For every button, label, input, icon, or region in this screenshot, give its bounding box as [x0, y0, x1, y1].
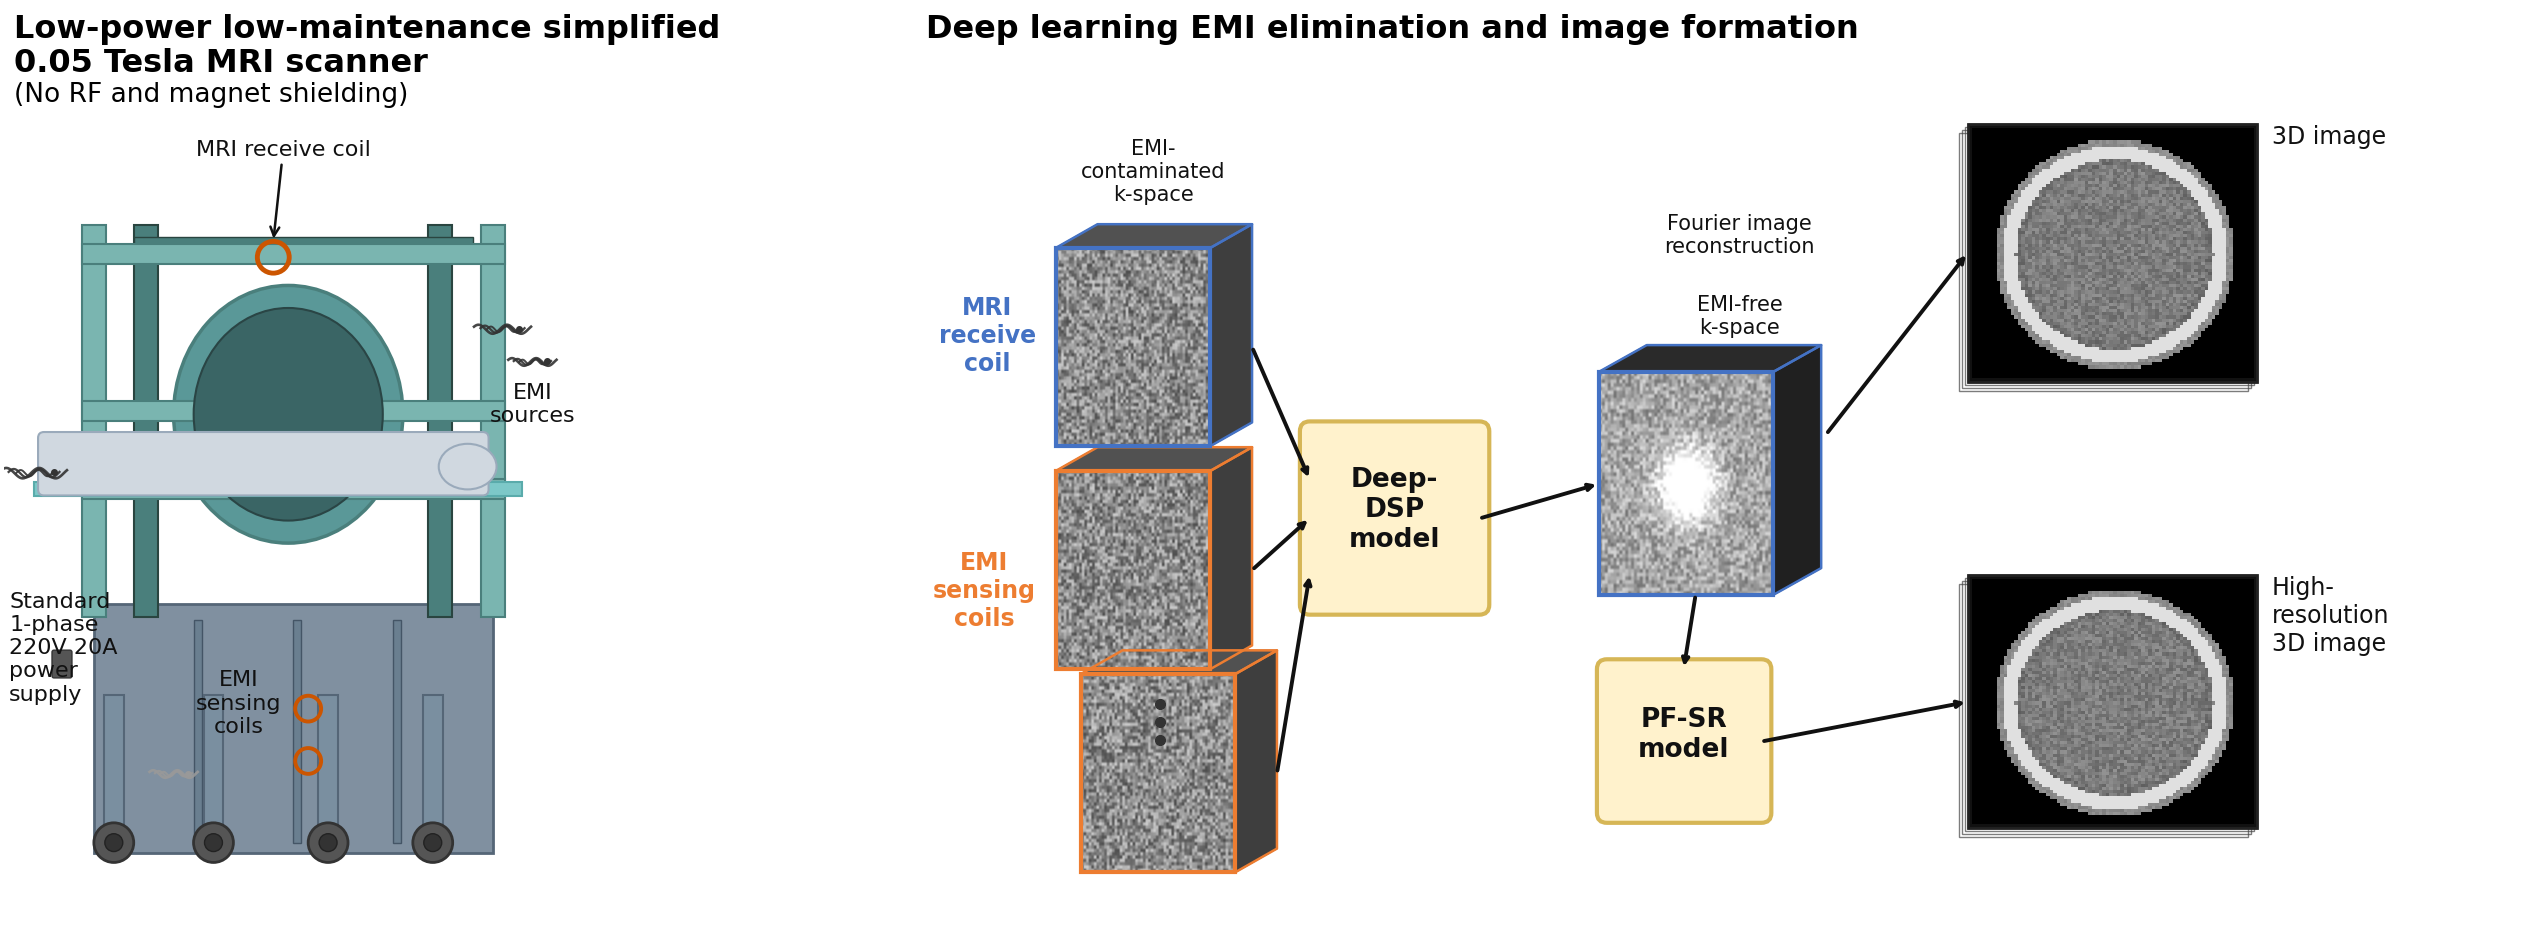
Polygon shape: [1236, 651, 1276, 872]
Text: Standard
1-phase
220V 20A
power
supply: Standard 1-phase 220V 20A power supply: [10, 592, 117, 704]
Bar: [1969, 576, 2258, 827]
Text: EMI
sensing
coils: EMI sensing coils: [934, 550, 1035, 630]
Ellipse shape: [173, 286, 403, 544]
Circle shape: [193, 823, 233, 863]
Bar: [134, 238, 472, 252]
Bar: [94, 605, 492, 853]
Text: (No RF and magnet shielding): (No RF and magnet shielding): [15, 82, 408, 109]
FancyBboxPatch shape: [38, 432, 490, 496]
Ellipse shape: [193, 309, 383, 521]
Polygon shape: [1210, 447, 1253, 669]
Circle shape: [205, 834, 223, 852]
Bar: [134, 226, 157, 618]
Circle shape: [414, 823, 452, 863]
Polygon shape: [1773, 345, 1822, 595]
Bar: [429, 226, 452, 618]
Text: EMI-
contaminated
k-space: EMI- contaminated k-space: [1081, 139, 1225, 205]
FancyBboxPatch shape: [1299, 422, 1489, 615]
Text: MRI receive coil: MRI receive coil: [195, 140, 370, 237]
FancyBboxPatch shape: [53, 651, 71, 679]
Circle shape: [104, 834, 122, 852]
Bar: [424, 695, 444, 839]
Bar: [393, 621, 401, 842]
Circle shape: [307, 823, 348, 863]
Polygon shape: [1210, 225, 1253, 446]
Bar: [1055, 249, 1210, 446]
Bar: [1055, 472, 1210, 669]
Bar: [1961, 131, 2250, 388]
Bar: [203, 695, 223, 839]
Bar: [81, 244, 505, 265]
Bar: [81, 480, 505, 500]
Bar: [1969, 124, 2258, 383]
Text: EMI
sensing
coils: EMI sensing coils: [195, 669, 282, 736]
Bar: [1081, 675, 1236, 872]
Bar: [1964, 128, 2253, 386]
Polygon shape: [1969, 576, 2258, 827]
Bar: [1598, 373, 1773, 595]
Text: EMI
sources: EMI sources: [490, 382, 576, 425]
Text: 3D image: 3D image: [2271, 124, 2385, 149]
Circle shape: [424, 834, 441, 852]
Text: Deep learning EMI elimination and image formation: Deep learning EMI elimination and image …: [926, 14, 1860, 45]
Text: 0.05 Tesla MRI scanner: 0.05 Tesla MRI scanner: [15, 48, 429, 79]
Polygon shape: [1055, 225, 1253, 249]
Text: EMI-free
k-space: EMI-free k-space: [1697, 295, 1784, 338]
Bar: [479, 226, 505, 618]
Text: PF-SR
model: PF-SR model: [1639, 706, 1730, 762]
Bar: [294, 621, 302, 842]
Ellipse shape: [439, 445, 497, 490]
Bar: [104, 695, 124, 839]
Polygon shape: [1598, 345, 1822, 373]
Bar: [1961, 581, 2250, 834]
FancyBboxPatch shape: [1596, 660, 1771, 823]
Polygon shape: [1969, 124, 2258, 383]
Bar: [81, 226, 107, 618]
Bar: [81, 402, 505, 421]
Circle shape: [320, 834, 337, 852]
Circle shape: [94, 823, 134, 863]
Text: Fourier image
reconstruction: Fourier image reconstruction: [1664, 213, 1814, 256]
Bar: [193, 621, 200, 842]
Bar: [1959, 134, 2248, 391]
Polygon shape: [1081, 651, 1276, 675]
Bar: [1964, 578, 2253, 831]
Text: Deep-
DSP
model: Deep- DSP model: [1350, 466, 1441, 552]
Bar: [1959, 584, 2248, 837]
Text: MRI
receive
coil: MRI receive coil: [939, 296, 1035, 375]
Bar: [33, 483, 523, 496]
Text: High-
resolution
3D image: High- resolution 3D image: [2271, 576, 2390, 655]
Polygon shape: [1055, 447, 1253, 472]
Text: Low-power low-maintenance simplified: Low-power low-maintenance simplified: [15, 14, 721, 45]
Bar: [317, 695, 337, 839]
